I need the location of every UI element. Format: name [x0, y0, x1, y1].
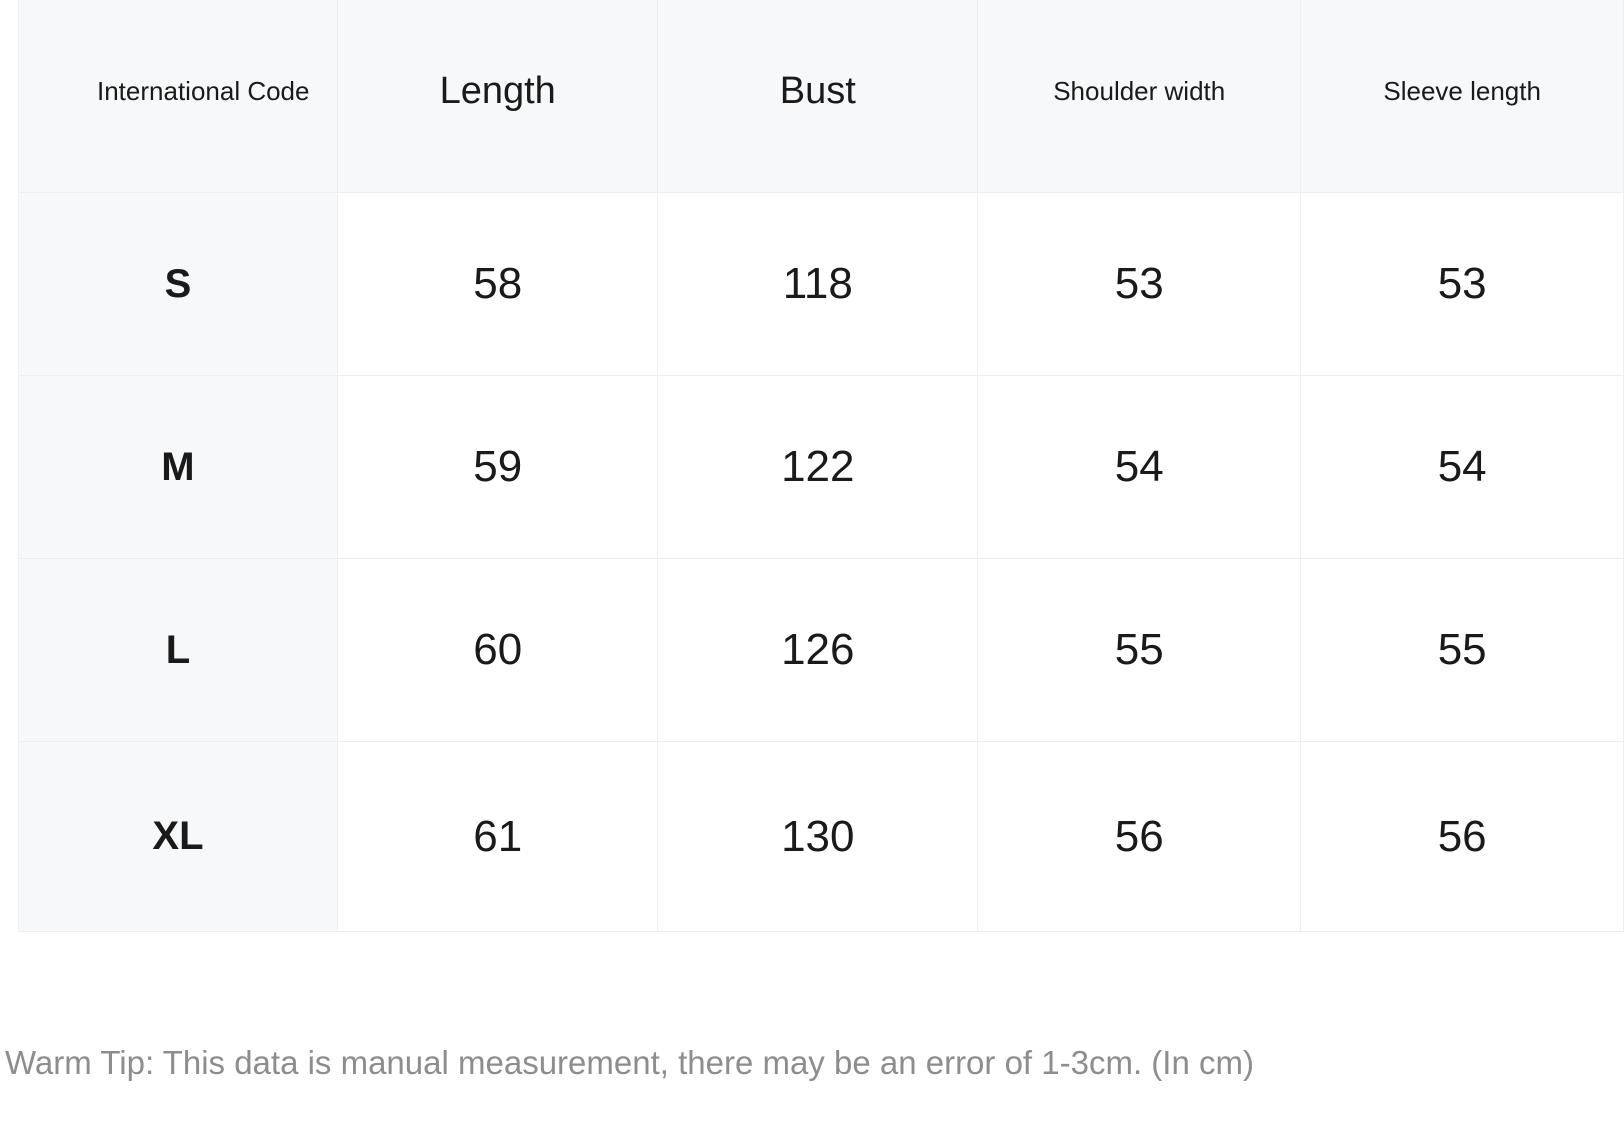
cell-sleeve-length: 53: [1300, 192, 1624, 376]
table-row: S 58 118 53 53: [18, 192, 1624, 376]
header-row: International Code Length Bust Shoulder …: [18, 0, 1624, 193]
column-header-international-code: International Code: [18, 0, 338, 193]
warm-tip-note: Warm Tip: This data is manual measuremen…: [5, 1044, 1254, 1081]
cell-shoulder-width: 56: [977, 741, 1302, 932]
cell-shoulder-width: 54: [977, 375, 1302, 559]
cell-length: 60: [336, 558, 659, 742]
column-header-length: Length: [336, 0, 659, 193]
column-header-bust: Bust: [657, 0, 979, 193]
cell-shoulder-width: 53: [977, 192, 1302, 376]
cell-length: 58: [336, 192, 659, 376]
table-row: L 60 126 55 55: [18, 558, 1624, 742]
cell-size-code: S: [18, 192, 338, 376]
table-row: XL 61 130 56 56: [18, 741, 1624, 932]
column-header-shoulder-width: Shoulder width: [977, 0, 1302, 193]
cell-size-code: M: [18, 375, 338, 559]
cell-size-code: L: [18, 558, 338, 742]
cell-shoulder-width: 55: [977, 558, 1302, 742]
column-header-sleeve-length: Sleeve length: [1300, 0, 1624, 193]
table-body: S 58 118 53 53 M 59 122 54 54 L 60 126: [18, 192, 1624, 932]
table-row: M 59 122 54 54: [18, 375, 1624, 559]
size-chart-table: International Code Length Bust Shoulder …: [18, 0, 1624, 932]
cell-bust: 122: [657, 375, 979, 559]
cell-sleeve-length: 54: [1300, 375, 1624, 559]
cell-bust: 118: [657, 192, 979, 376]
cell-sleeve-length: 55: [1300, 558, 1624, 742]
cell-bust: 130: [657, 741, 979, 932]
table-header: International Code Length Bust Shoulder …: [18, 0, 1624, 193]
cell-length: 59: [336, 375, 659, 559]
cell-sleeve-length: 56: [1300, 741, 1624, 932]
size-table-viewport: International Code Length Bust Shoulder …: [18, 0, 1624, 932]
cell-size-code: XL: [18, 741, 338, 932]
cell-length: 61: [336, 741, 659, 932]
cell-bust: 126: [657, 558, 979, 742]
